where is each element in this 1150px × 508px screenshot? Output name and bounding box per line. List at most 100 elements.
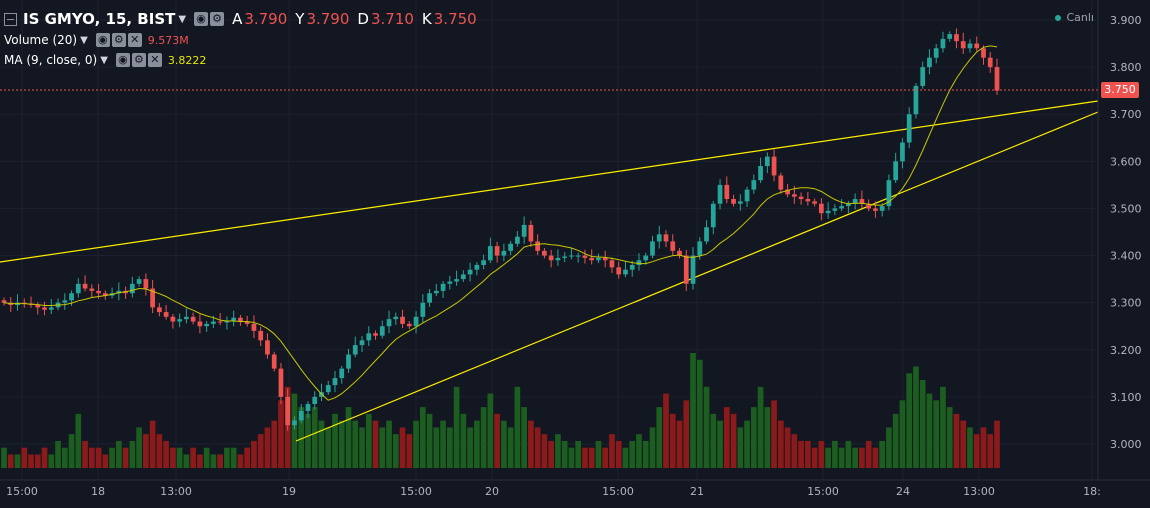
candle-body xyxy=(670,241,676,251)
volume-bar xyxy=(717,420,723,468)
trendlines[interactable] xyxy=(0,100,1099,442)
price-axis[interactable]: 3.900 3.800 3.700 3.600 3.500 3.400 3.300 3.200… xyxy=(1110,14,1142,451)
volume-bar xyxy=(257,434,264,468)
time-axis[interactable]: 15:00 18 13:00 19 15:00 20 15:00 21 15:00 24 13:00… xyxy=(6,485,1101,498)
candle-body xyxy=(663,234,669,242)
candle-body xyxy=(717,184,723,204)
candle-body xyxy=(82,283,88,289)
volume-buttons: ◉ ⚙ ✕ xyxy=(95,33,142,47)
volume-bar xyxy=(75,413,82,468)
candle-body xyxy=(204,323,210,327)
candle-body xyxy=(542,250,547,256)
ma-line xyxy=(3,45,998,401)
gear-icon[interactable]: ⚙ xyxy=(131,53,146,67)
lower-trendline[interactable] xyxy=(295,111,1099,442)
candle-body xyxy=(460,274,466,280)
volume-bar xyxy=(534,427,541,468)
chevron-down-icon[interactable]: ▼ xyxy=(100,54,108,66)
gear-icon[interactable]: ⚙ xyxy=(210,12,225,26)
volume-bar xyxy=(615,440,622,468)
volume-bar xyxy=(440,420,446,468)
volume-bar xyxy=(244,447,251,468)
candle-body xyxy=(521,224,527,237)
time-tick-label: 21 xyxy=(690,485,704,498)
upper-trendline[interactable] xyxy=(0,100,1099,263)
candle-body xyxy=(143,279,149,289)
volume-bar xyxy=(561,440,568,468)
candle-body xyxy=(535,241,541,251)
candle-body xyxy=(960,41,966,49)
candle-body xyxy=(677,250,682,256)
visibility-icon[interactable]: ◉ xyxy=(194,12,209,26)
candle-body xyxy=(758,166,763,181)
candle-body xyxy=(366,333,372,341)
chevron-down-icon[interactable]: ▼ xyxy=(80,34,88,46)
candle-body xyxy=(690,255,696,284)
volume-bar xyxy=(750,407,757,468)
volume-bar xyxy=(710,413,717,468)
volume-bar xyxy=(183,454,190,468)
volume-bar xyxy=(791,434,798,468)
ma-label[interactable]: MA (9, close, 0) xyxy=(4,53,98,67)
volume-bar xyxy=(582,447,588,468)
close-icon[interactable]: ✕ xyxy=(147,53,162,67)
price-tick-label: 3.000 xyxy=(1110,438,1142,451)
volume-bar xyxy=(528,420,534,468)
candle-body xyxy=(298,411,304,421)
candle-body xyxy=(352,345,358,355)
candle-body xyxy=(427,293,432,303)
time-tick-label: 13:00 xyxy=(160,485,192,498)
volume-bar xyxy=(548,440,555,468)
candle-body xyxy=(771,156,777,176)
candle-body xyxy=(731,199,736,204)
volume-bar xyxy=(480,407,487,468)
volume-bar xyxy=(426,413,433,468)
candle-body xyxy=(1,300,7,303)
candle-body xyxy=(785,189,790,195)
visibility-icon[interactable]: ◉ xyxy=(115,53,130,67)
time-tick-label: 18 xyxy=(91,485,105,498)
gear-icon[interactable]: ⚙ xyxy=(111,33,126,47)
volume-bar xyxy=(203,447,210,468)
candle-body xyxy=(271,354,277,369)
collapse-icon[interactable] xyxy=(4,12,17,26)
volume-bar xyxy=(690,353,696,468)
volume-bar xyxy=(7,454,14,468)
volume-bar xyxy=(588,447,595,468)
ma-buttons: ◉ ⚙ ✕ xyxy=(115,53,162,67)
volume-bar xyxy=(278,400,284,468)
volume-bar xyxy=(777,420,784,468)
volume-bar xyxy=(345,407,352,468)
volume-bar xyxy=(913,366,919,468)
volume-bar xyxy=(55,440,61,468)
volume-bar xyxy=(649,427,656,468)
volume-bar xyxy=(115,440,122,468)
candle-body xyxy=(447,281,453,284)
candle-body xyxy=(825,210,831,214)
volume-indicator-row: Volume (20) ▼ ◉ ⚙ ✕ 9.573M xyxy=(4,33,189,47)
volume-bar xyxy=(413,420,419,468)
chevron-down-icon[interactable]: ▼ xyxy=(178,13,187,25)
volume-bar xyxy=(919,380,926,468)
candle-body xyxy=(839,206,844,209)
candle-body xyxy=(278,368,284,397)
candle-body xyxy=(35,305,41,308)
volume-bar xyxy=(832,440,838,468)
volume-bar xyxy=(723,407,730,468)
symbol-title[interactable]: IS GMYO, 15, BIST xyxy=(23,10,176,28)
candle-body xyxy=(184,316,189,320)
visibility-icon[interactable]: ◉ xyxy=(95,33,110,47)
candle-body xyxy=(913,85,919,115)
volume-label[interactable]: Volume (20) xyxy=(4,33,78,47)
volume-bar xyxy=(305,413,311,468)
volume-bar xyxy=(197,454,203,468)
candle-body xyxy=(751,180,757,190)
high-label: Y xyxy=(295,10,305,28)
volume-bar xyxy=(494,413,500,468)
candle-body xyxy=(643,255,649,261)
last-price-badge: 3.750 xyxy=(1101,82,1139,98)
candle-body xyxy=(332,378,338,386)
close-icon[interactable]: ✕ xyxy=(127,33,142,47)
open-label: A xyxy=(232,10,243,28)
